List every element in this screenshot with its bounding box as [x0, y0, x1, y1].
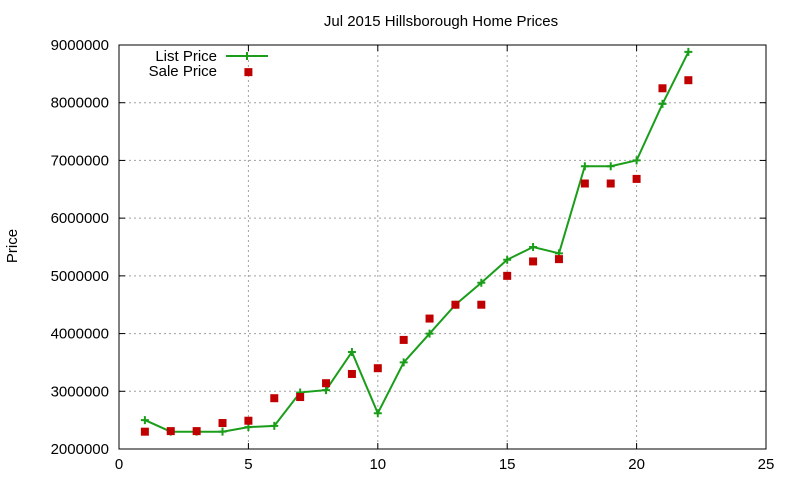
x-tick-label: 0 [115, 456, 123, 473]
list-price-point [477, 278, 486, 287]
plot-frame [118, 44, 767, 450]
sale-price-point [529, 257, 538, 266]
sale-price-point [322, 379, 331, 388]
y-tick-label: 5000000 [51, 268, 109, 285]
list-price-point [218, 427, 227, 436]
sale-price-point [347, 369, 356, 378]
sale-price-point [606, 179, 615, 188]
grid-layer [119, 45, 766, 449]
x-tick-label: 25 [758, 456, 775, 473]
list-price-point [425, 329, 434, 338]
sale-price-point [503, 271, 512, 280]
y-tick-label: 2000000 [51, 441, 109, 458]
list-price-point [373, 409, 382, 418]
y-tick-label: 7000000 [51, 152, 109, 169]
sale-price-point [166, 427, 175, 436]
sale-price-point [684, 76, 693, 85]
legend: List Price Sale Price [149, 48, 268, 80]
x-tick-label: 15 [499, 456, 516, 473]
sale-price-point [373, 364, 382, 373]
y-axis-label: Price [4, 229, 21, 263]
legend-label-list-price: List Price [155, 48, 217, 65]
list-price-point [270, 421, 279, 430]
sale-price-point [270, 394, 279, 403]
list-price-point [347, 348, 356, 357]
sale-price-point [658, 84, 667, 93]
sale-price-point [296, 393, 305, 402]
x-tick-label: 20 [628, 456, 645, 473]
sale-price-point [244, 416, 253, 425]
sale-price-point [554, 255, 563, 264]
list-price-point [140, 416, 149, 425]
legend-square-marker-sale-price [244, 68, 253, 77]
y-tick-label: 4000000 [51, 326, 109, 343]
y-tick-label: 3000000 [51, 383, 109, 400]
list-price-point [658, 99, 667, 108]
list-price-point [684, 47, 693, 56]
legend-label-sale-price: Sale Price [149, 63, 217, 80]
ticks-layer: 0 5 10 15 20 25 2000000 3000000 4000000 5000000 60… [51, 37, 775, 473]
list-price-point [606, 162, 615, 171]
sale-price-point [477, 300, 486, 309]
sale-price-point [218, 419, 227, 428]
list-price-point [529, 243, 538, 251]
sale-price-point [425, 314, 434, 323]
sale-price-point [399, 335, 408, 344]
list-price-point [322, 386, 331, 395]
list-price-line [144, 51, 690, 433]
legend-plus-marker-list-price [243, 52, 251, 60]
list-price-point [399, 358, 408, 367]
series-layer [140, 47, 693, 436]
y-tick-label: 8000000 [51, 95, 109, 112]
sale-price-point [140, 427, 149, 436]
sale-price-point [632, 174, 641, 183]
sale-price-point [192, 427, 201, 436]
list-price-point [580, 162, 589, 171]
list-price-point [503, 255, 512, 264]
x-tick-label: 10 [369, 456, 386, 473]
sale-price-point [451, 300, 460, 309]
x-tick-label: 5 [244, 456, 252, 473]
list-price-point [632, 156, 641, 165]
y-tick-label: 9000000 [51, 37, 109, 54]
chart-title: Jul 2015 Hillsborough Home Prices [324, 13, 558, 30]
y-tick-label: 6000000 [51, 210, 109, 227]
sale-price-point [580, 179, 589, 188]
